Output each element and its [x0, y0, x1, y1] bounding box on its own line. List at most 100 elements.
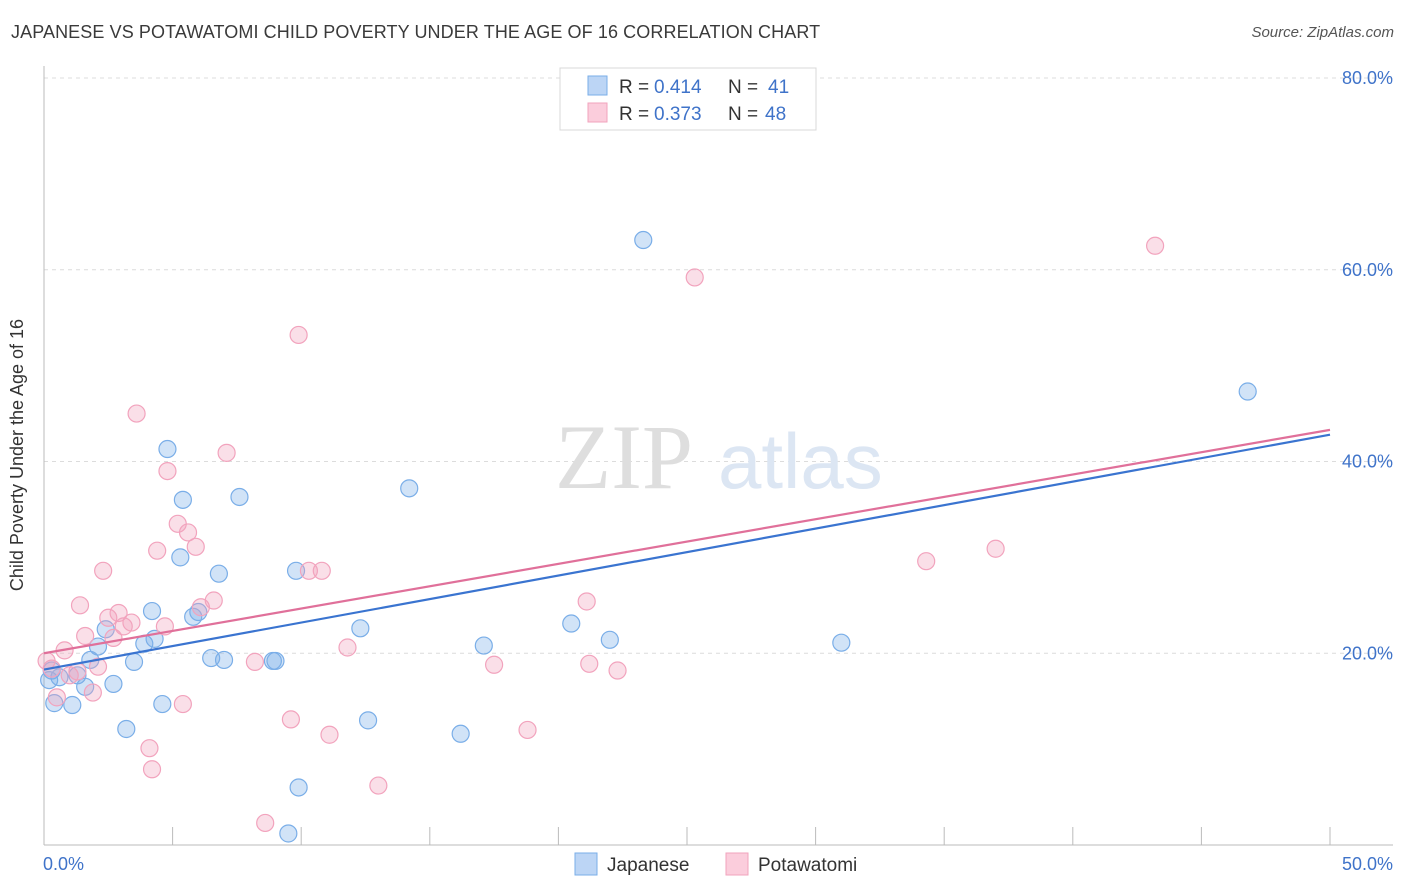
japanese-point-29	[286, 561, 306, 580]
potawatomi-point-42	[608, 661, 627, 680]
japanese-point-40	[1238, 382, 1257, 401]
potawatomi-point-28	[217, 443, 236, 462]
x-tick-labels: 0.0% 50.0%	[43, 854, 1393, 874]
japanese-point-28	[279, 824, 298, 843]
gridlines	[44, 77, 1393, 654]
legend-r-value-1: 0.414	[654, 77, 702, 98]
japanese-point-39	[832, 633, 851, 652]
japanese-point-30	[289, 778, 308, 797]
watermark-atlas: atlas	[718, 417, 883, 505]
japanese-point-14	[142, 601, 162, 621]
japanese-point-35	[474, 636, 493, 655]
y-tick-label-2: 60.0%	[1342, 260, 1393, 280]
chart-title: JAPANESE VS POTAWATOMI CHILD POVERTY UND…	[11, 22, 821, 42]
japanese-point-21	[189, 602, 208, 622]
data-points	[37, 230, 1257, 843]
bottom-legend-label-japanese: Japanese	[607, 855, 689, 876]
potawatomi-point-38	[485, 655, 504, 674]
legend-r-label-1: R =	[619, 77, 649, 98]
potawatomi-point-39	[518, 720, 537, 740]
potawatomi-point-35	[320, 725, 339, 744]
potawatomi-point-43	[685, 268, 704, 287]
potawatomi-point-37	[369, 776, 388, 795]
legend-n-label-1: N =	[728, 77, 758, 98]
potawatomi-point-17	[140, 739, 159, 758]
chart-source: Source: ZipAtlas.com	[1251, 24, 1394, 41]
potawatomi-point-19	[148, 541, 167, 560]
legend-r-label-2: R =	[619, 104, 649, 125]
bottom-legend-label-potawatomi: Potawatomi	[758, 855, 857, 876]
japanese-point-17	[158, 439, 177, 459]
japanese-point-10	[104, 674, 123, 694]
japanese-point-38	[634, 230, 653, 250]
y-tick-label-3: 80.0%	[1342, 68, 1393, 88]
y-tick-label-1: 40.0%	[1342, 452, 1393, 472]
japanese-point-25	[230, 487, 249, 507]
japanese-point-27	[266, 651, 285, 671]
potawatomi-point-10	[94, 561, 113, 580]
potawatomi-point-11	[99, 608, 118, 627]
potawatomi-point-7	[76, 626, 95, 646]
potawatomi-point-29	[245, 652, 265, 671]
japanese-point-34	[451, 724, 470, 743]
legend-swatch-japanese	[587, 75, 608, 96]
legend-n-label-2: N =	[728, 104, 758, 125]
potawatomi-point-18	[142, 760, 162, 779]
potawatomi-point-36	[338, 638, 357, 657]
potawatomi-point-44	[917, 552, 936, 571]
y-axis-label-text: Child Poverty Under the Age of 16	[7, 318, 27, 592]
potawatomi-point-23	[173, 694, 192, 714]
japanese-point-31	[351, 619, 370, 638]
potawatomi-point-2	[47, 688, 66, 707]
axes	[43, 66, 1393, 846]
potawatomi-point-41	[580, 654, 599, 673]
bottom-legend-swatch-japanese	[574, 852, 598, 876]
potawatomi-trend-line	[43, 428, 1331, 655]
legend-n-value-1: 41	[768, 77, 789, 98]
trend-lines	[43, 428, 1331, 671]
potawatomi-point-24	[178, 523, 198, 542]
japanese-point-32	[358, 711, 378, 730]
japanese-point-18	[171, 548, 190, 567]
potawatomi-point-27	[204, 591, 223, 610]
japanese-point-4	[63, 695, 82, 715]
potawatomi-point-8	[83, 683, 102, 702]
japanese-point-36	[562, 614, 581, 633]
potawatomi-point-32	[289, 325, 308, 345]
potawatomi-point-31	[281, 710, 301, 729]
potawatomi-point-25	[186, 537, 205, 556]
potawatomi-point-16	[127, 404, 146, 423]
potawatomi-point-40	[577, 592, 596, 611]
potawatomi-point-30	[256, 813, 275, 833]
series-legend: Japanese Potawatomi	[574, 852, 857, 876]
legend-r-value-2: 0.373	[654, 104, 702, 125]
stats-legend: R = 0.414 N = 41 R = 0.373 N = 48	[559, 67, 817, 131]
watermark-zip: ZIP	[555, 406, 693, 508]
bottom-legend-swatch-potawatomi	[725, 852, 749, 876]
potawatomi-point-9	[88, 657, 108, 676]
japanese-point-16	[153, 694, 172, 714]
potawatomi-point-13	[109, 603, 128, 623]
legend-swatch-potawatomi	[587, 102, 608, 123]
legend-n-value-2: 48	[765, 104, 786, 125]
japanese-point-12	[124, 652, 144, 671]
y-tick-labels: 20.0% 40.0% 60.0% 80.0%	[1342, 68, 1393, 663]
potawatomi-point-15	[122, 613, 141, 632]
potawatomi-point-45	[986, 539, 1005, 558]
japanese-point-24	[214, 650, 234, 670]
y-tick-label-0: 20.0%	[1342, 643, 1393, 663]
potawatomi-point-6	[70, 596, 90, 615]
potawatomi-point-21	[158, 461, 177, 481]
x-tick-label-left: 0.0%	[43, 854, 84, 874]
japanese-point-37	[600, 630, 619, 649]
japanese-point-33	[400, 479, 419, 498]
potawatomi-point-34	[312, 561, 331, 580]
japanese-point-23	[209, 564, 228, 583]
x-tick-label-right: 50.0%	[1342, 854, 1393, 874]
japanese-point-19	[173, 490, 192, 509]
potawatomi-point-33	[299, 561, 319, 580]
potawatomi-point-46	[1146, 236, 1165, 255]
watermark: ZIP atlas	[555, 406, 883, 508]
japanese-point-11	[117, 719, 136, 739]
